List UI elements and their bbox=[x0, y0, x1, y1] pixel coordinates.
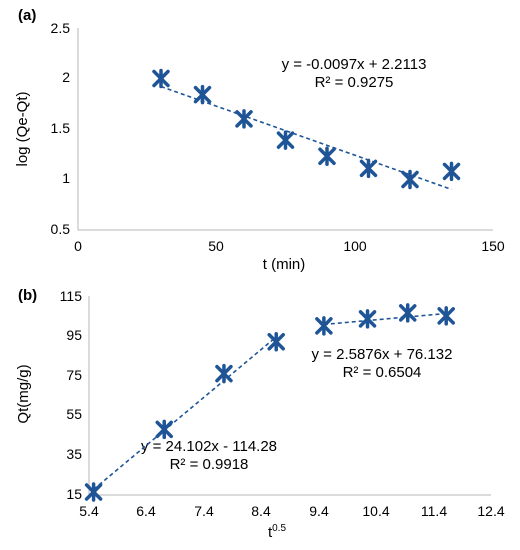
trendline-equation-b1: y = 24.102x - 114.28 bbox=[141, 438, 277, 455]
y-tick-label: 1 bbox=[62, 170, 70, 186]
panel-label-a: (a) bbox=[18, 7, 36, 24]
x-tick-label: 12.4 bbox=[477, 503, 504, 519]
data-point bbox=[215, 363, 233, 384]
x-tick-label: 100 bbox=[343, 238, 367, 254]
y-tick-label: 95 bbox=[66, 327, 82, 343]
data-point bbox=[84, 482, 103, 502]
data-point bbox=[401, 169, 419, 190]
y-tick-label: 0.5 bbox=[51, 221, 71, 237]
x-axis-label-a: t (min) bbox=[263, 256, 306, 273]
data-point bbox=[358, 309, 377, 329]
y-tick-label: 2.5 bbox=[51, 20, 71, 36]
data-point bbox=[276, 130, 295, 150]
y-tick-label: 1.5 bbox=[51, 120, 71, 136]
y-axis-label-a: log (Qe-Qt) bbox=[14, 91, 31, 166]
data-point bbox=[267, 332, 285, 352]
x-tick-label: 10.4 bbox=[362, 503, 389, 519]
y-tick-label: 75 bbox=[66, 367, 82, 383]
x-tick-label: 150 bbox=[481, 238, 505, 254]
data-point bbox=[235, 109, 253, 129]
x-tick-label: 9.4 bbox=[309, 503, 329, 519]
data-marks-a bbox=[152, 68, 461, 191]
r-squared-a: R² = 0.9275 bbox=[315, 74, 394, 91]
data-point bbox=[152, 68, 170, 89]
x-tick-label: 7.4 bbox=[194, 503, 214, 519]
x-tick-label: 5.4 bbox=[79, 503, 99, 519]
trendline-equation-a: y = -0.0097x + 2.2113 bbox=[282, 56, 427, 73]
data-point bbox=[398, 303, 417, 323]
r-squared-b2: R² = 0.6504 bbox=[343, 364, 422, 381]
y-tick-label: 55 bbox=[66, 406, 82, 422]
y-axis-label-b: Qt(mg/g) bbox=[15, 364, 32, 423]
data-point bbox=[359, 158, 378, 179]
data-point bbox=[155, 419, 173, 440]
data-point bbox=[318, 146, 336, 167]
x-tick-label: 0 bbox=[74, 238, 82, 254]
trendline bbox=[160, 85, 452, 191]
x-tick-label: 50 bbox=[208, 238, 224, 254]
x-axis-label-b: t0.5 bbox=[268, 523, 287, 541]
y-tick-label: 115 bbox=[60, 288, 83, 304]
data-point bbox=[442, 161, 461, 182]
r-squared-b1: R² = 0.9918 bbox=[170, 456, 249, 473]
x-tick-label: 11.4 bbox=[421, 503, 447, 519]
chart-b: (b) 115 95 75 55 35 15 5.4 6.4 7.4 8.4 9… bbox=[15, 287, 505, 541]
trendline-equation-b2: y = 2.5876x + 76.132 bbox=[312, 346, 453, 363]
y-tick-label: 15 bbox=[66, 486, 82, 502]
x-axis-label-superscript: 0.5 bbox=[272, 523, 286, 534]
x-axis-label-base: t bbox=[268, 524, 273, 541]
y-tick-label: 2 bbox=[62, 69, 70, 85]
data-point bbox=[437, 306, 455, 326]
trendline bbox=[323, 312, 447, 326]
chart-a: (a) 2.5 2 1.5 1 0.5 0 50 100 150 t (min)… bbox=[14, 7, 505, 273]
x-tick-label: 8.4 bbox=[251, 503, 271, 519]
data-point bbox=[193, 84, 212, 105]
y-tick-label: 35 bbox=[66, 446, 82, 462]
trendline bbox=[93, 336, 277, 491]
data-point bbox=[315, 316, 333, 336]
data-marks-b bbox=[84, 303, 455, 502]
x-tick-label: 6.4 bbox=[136, 503, 156, 519]
panel-label-b: (b) bbox=[18, 287, 37, 304]
